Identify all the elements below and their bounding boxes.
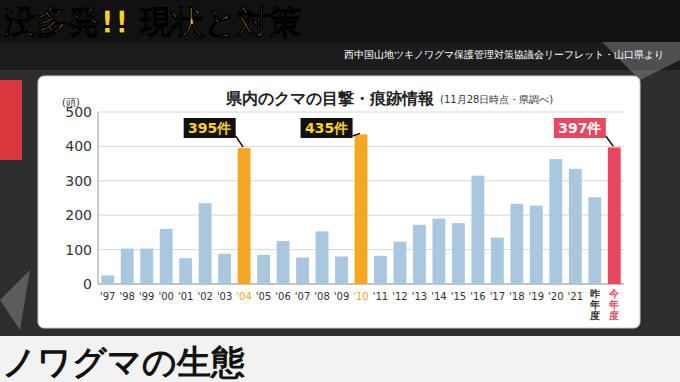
x-tick-label: '08 — [314, 291, 329, 302]
data-label: 435件 — [305, 120, 348, 136]
x-tick-label: '07 — [295, 291, 310, 302]
x-tick-label: '99 — [139, 291, 154, 302]
bar — [355, 134, 368, 284]
x-tick-label: '03 — [217, 291, 232, 302]
bars — [101, 134, 620, 284]
bar — [218, 254, 231, 284]
bar — [452, 223, 465, 284]
bar — [101, 275, 114, 284]
page-title: 没多発!! 現状と対策 — [3, 3, 301, 41]
band — [0, 40, 680, 70]
x-tick-label: '15 — [451, 291, 466, 302]
section-title: ノワグマの生態 — [2, 342, 245, 382]
x-tick-label: '00 — [158, 291, 173, 302]
y-tick-label: 400 — [65, 138, 92, 154]
x-tick-label: '16 — [470, 291, 485, 302]
bar — [569, 169, 582, 284]
grid-line — [98, 112, 624, 113]
label-pointer — [353, 133, 360, 136]
x-tick-label: '06 — [275, 291, 290, 302]
bar — [471, 176, 484, 284]
bar — [257, 255, 270, 284]
bar — [296, 258, 309, 284]
bar — [238, 148, 251, 284]
canvas: 没多発!! 現状と対策西中国山地ツキノワグマ保護管理対策協議会リーフレット・山口… — [0, 0, 680, 382]
source: 西中国山地ツキノワグマ保護管理対策協議会リーフレット・山口県より — [344, 49, 664, 60]
bar — [608, 147, 621, 284]
bar — [316, 231, 329, 284]
data-label: 397件 — [558, 120, 601, 136]
y-tick-label: 300 — [65, 173, 92, 189]
bar — [549, 159, 562, 284]
x-tick-label: '18 — [509, 291, 524, 302]
bar — [160, 229, 173, 284]
section-band — [0, 336, 680, 382]
y-tick-label: 100 — [65, 242, 92, 258]
y-tick-label: 200 — [65, 207, 92, 223]
bar — [179, 258, 192, 284]
scratch — [0, 270, 30, 330]
x-tick-label: '20 — [548, 291, 563, 302]
x-tick-label: '19 — [529, 291, 544, 302]
data-label: 395件 — [188, 120, 231, 136]
label-pointer — [236, 136, 243, 147]
label-box — [301, 118, 353, 138]
label-box — [184, 118, 236, 138]
x-tick-label: '11 — [373, 291, 388, 302]
x-tick-label: 昨年度 — [589, 288, 600, 321]
label-pointer — [606, 136, 613, 146]
x-tick-label: '98 — [119, 291, 134, 302]
bar — [121, 249, 134, 284]
y-tick-label: 500 — [65, 104, 92, 120]
x-tick-label: '97 — [100, 291, 115, 302]
x-tick-label: '17 — [490, 291, 505, 302]
chart-card — [38, 76, 640, 328]
x-tick-label: '09 — [334, 291, 349, 302]
x-tick-label: '10 — [353, 291, 368, 302]
bar — [588, 197, 601, 284]
x-tick-label: '04 — [236, 291, 251, 302]
bar — [335, 256, 348, 284]
x-tick-label: '01 — [178, 291, 193, 302]
x-tick-label: '13 — [412, 291, 427, 302]
x-tick-label: 今年度 — [608, 288, 620, 321]
x-tick-label: '14 — [431, 291, 446, 302]
bar — [510, 204, 523, 284]
chart-title: 県内のクマの目撃・痕跡情報 — [225, 89, 435, 108]
chart-subtitle: (11月28日時点・県調べ) — [440, 94, 553, 105]
bar — [530, 206, 543, 284]
bar — [140, 249, 153, 284]
title-band — [0, 0, 680, 42]
x-tick-label: '12 — [392, 291, 407, 302]
bar — [394, 242, 407, 284]
x-tick-label: '21 — [568, 291, 583, 302]
x-tick-label: '02 — [197, 291, 212, 302]
background — [0, 0, 680, 382]
bar — [199, 203, 212, 284]
x-tick-label: '05 — [256, 291, 271, 302]
bar — [277, 241, 290, 284]
side-tab — [0, 80, 22, 160]
bar — [491, 238, 504, 284]
page: {"header": {"title": "没多発!! 現状と対策", "sou… — [0, 0, 680, 382]
y-axis — [98, 112, 99, 284]
bar — [413, 225, 426, 284]
bar — [374, 256, 387, 284]
y-tick-label: 0 — [83, 276, 92, 292]
label-box — [554, 118, 606, 138]
bar — [432, 219, 445, 284]
